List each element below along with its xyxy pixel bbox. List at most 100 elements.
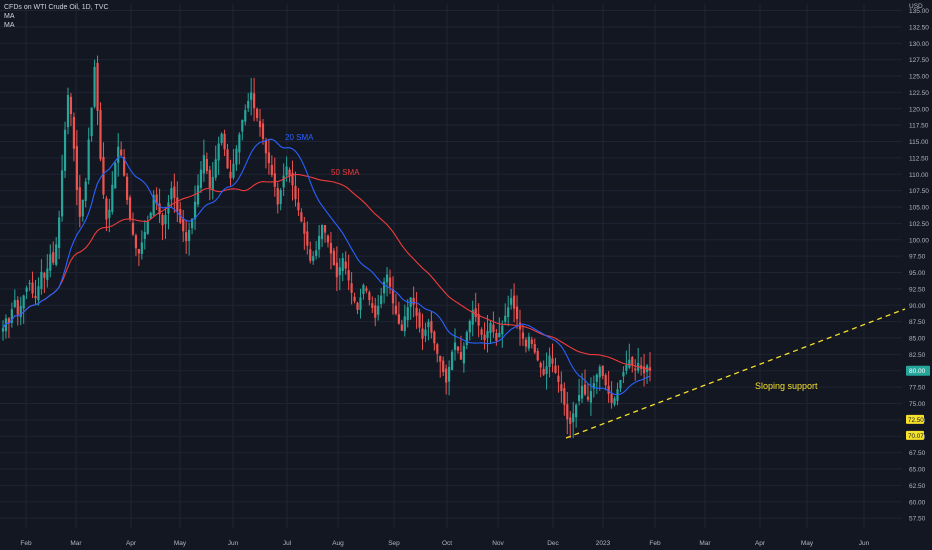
candle-body (462, 345, 465, 364)
candle-body (501, 325, 504, 335)
candle-body (247, 100, 250, 109)
y-tick-label: 65.00 (909, 467, 926, 474)
candle-body (539, 362, 542, 368)
x-tick-label: Dec (547, 540, 559, 547)
candle-body (49, 254, 52, 271)
candle-body (128, 197, 132, 219)
y-tick-label: 105.00 (909, 205, 929, 212)
candle-body (589, 391, 593, 403)
candle-body (400, 324, 403, 331)
sma50-label: 50 SMA (331, 168, 360, 177)
candle-body (294, 185, 297, 200)
y-tick-label: 107.50 (909, 188, 929, 195)
candle-body (261, 123, 265, 139)
price-axis[interactable]: USD 57.5060.0062.5065.0067.5070.0072.507… (909, 3, 929, 523)
candle-body (96, 63, 99, 111)
candle-body (37, 286, 40, 301)
candle-body (161, 214, 164, 226)
candle-body (69, 96, 73, 115)
y-tick-label: 120.00 (909, 106, 929, 113)
candle-body (634, 368, 637, 371)
candle-body (13, 300, 16, 308)
candle-body (137, 248, 140, 254)
legend-ma1[interactable]: MA (4, 13, 15, 20)
candle-body (397, 314, 400, 324)
y-tick-label: 92.50 (909, 286, 926, 293)
candle-body (170, 188, 173, 200)
candle-body (350, 283, 353, 293)
currency-label: USD (909, 3, 923, 10)
y-tick-label: 115.00 (909, 139, 929, 146)
candle-body (108, 209, 111, 218)
sma50-line (2, 173, 651, 371)
candle-body (371, 303, 374, 308)
candle-body (377, 305, 380, 315)
candle-body (318, 235, 321, 250)
sma20-line (2, 138, 651, 396)
candle-body (72, 116, 76, 149)
candle-body (332, 250, 335, 266)
candle-body (28, 283, 31, 285)
candle-body (436, 344, 439, 354)
sma20-label: 20 SMA (285, 133, 314, 142)
candle-body (238, 134, 241, 153)
candle-body (84, 181, 87, 201)
x-tick-label: Apr (126, 540, 137, 547)
candle-body (418, 312, 421, 328)
candle-body (551, 358, 554, 364)
candle-body (560, 384, 563, 392)
candle-body (394, 305, 398, 314)
candle-body (143, 231, 146, 240)
candle-body (439, 355, 442, 362)
candle-body (323, 225, 327, 233)
candle-body (255, 108, 259, 118)
y-tick-label: 125.00 (909, 74, 929, 81)
candle-body (291, 172, 294, 186)
candle-body (530, 339, 533, 344)
legend-ma2[interactable]: MA (4, 22, 15, 29)
candle-body (300, 212, 303, 222)
x-tick-label: May (801, 540, 814, 547)
candle-body (211, 176, 214, 190)
candle-body (648, 367, 652, 371)
candle-body (353, 296, 356, 302)
candle-body (421, 328, 424, 339)
candle-body (442, 360, 445, 373)
candle-body (335, 262, 338, 278)
level-1-value: 72.50 (908, 417, 924, 424)
candle-body (279, 190, 282, 204)
candle-body (631, 357, 634, 366)
chart-legend: CFDs on WTI Crude Oil, 1D, TVC MA MA (4, 4, 109, 29)
candle-body (456, 346, 460, 351)
candle-body (270, 164, 273, 175)
candle-body (595, 374, 598, 382)
candle-body (601, 365, 604, 377)
candle-body (31, 282, 34, 294)
candle-body (391, 289, 395, 304)
candle-body (388, 277, 392, 287)
y-tick-label: 67.50 (909, 450, 926, 457)
y-tick-label: 95.00 (909, 270, 926, 277)
candle-body (622, 372, 625, 377)
x-tick-label: Mar (70, 540, 82, 547)
candle-body (297, 202, 300, 211)
candle-body (610, 393, 613, 403)
candle-body (383, 281, 386, 294)
candle-body (575, 404, 578, 418)
candle-body (22, 295, 25, 309)
candle-body (326, 235, 330, 243)
y-tick-label: 112.50 (909, 155, 929, 162)
candle-body (598, 366, 601, 378)
candle-body (114, 163, 117, 189)
candle-body (403, 316, 406, 332)
candle-body (510, 298, 513, 305)
candle-body (507, 307, 510, 317)
current-price-value: 80.00 (909, 368, 926, 375)
time-axis[interactable]: Feb Mar Apr May Jun Jul Aug Sep Oct Nov Dec 2023 Feb… (20, 540, 869, 547)
candle-body (217, 143, 220, 161)
candle-body (359, 297, 362, 310)
candle-body (450, 351, 454, 371)
candle-body (524, 339, 528, 347)
candle-body (563, 388, 566, 405)
